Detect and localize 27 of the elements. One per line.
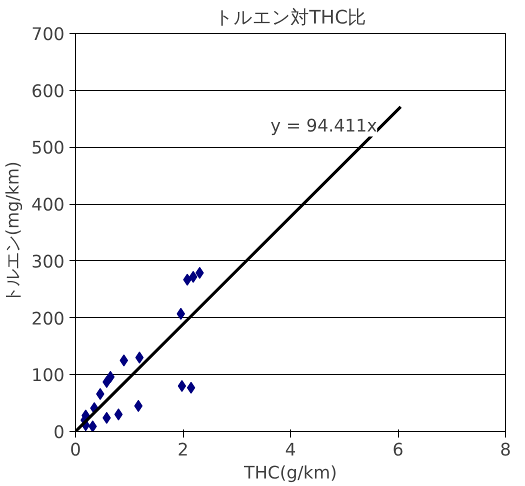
point: [186, 382, 196, 394]
y-tick-label: 500: [31, 138, 65, 159]
y-tick-label: 100: [31, 366, 65, 386]
x-tick-label: 6: [392, 440, 404, 460]
x-tick-label: 0: [70, 440, 82, 460]
point: [195, 266, 204, 279]
chart-title: トルエン対THC比: [214, 6, 367, 28]
point: [106, 370, 115, 383]
y-tick-label: 0: [53, 423, 65, 443]
point: [176, 308, 186, 320]
y-tick-label: 300: [31, 252, 65, 272]
y-tick-label: 200: [31, 309, 65, 330]
y-tick-label: 600: [31, 82, 65, 102]
point: [135, 352, 144, 364]
x-tick-label: 4: [284, 440, 296, 460]
point: [178, 380, 186, 392]
y-tick-label: 700: [31, 25, 65, 45]
point: [120, 354, 128, 366]
x-tick-label: 2: [177, 440, 189, 460]
y-tick-label: 400: [31, 196, 65, 216]
x-tick-label: 8: [500, 440, 512, 460]
point: [134, 400, 143, 412]
y-axis-title: トルエン(mg/km): [3, 161, 24, 304]
point: [114, 408, 123, 420]
point: [88, 420, 97, 432]
annotation: y = 94.411x: [270, 116, 378, 136]
x-axis-title: THC(g/km): [243, 464, 338, 484]
